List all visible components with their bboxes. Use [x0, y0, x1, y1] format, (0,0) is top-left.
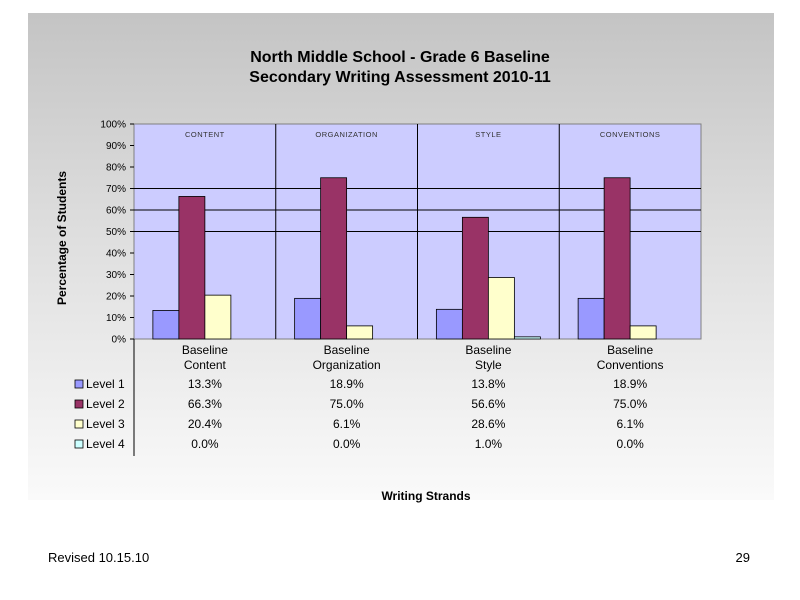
x-axis-label: Writing Strands: [381, 489, 470, 503]
category-label: Content: [184, 358, 227, 372]
bar: [178, 196, 206, 340]
bar: [346, 325, 374, 340]
bars: [152, 177, 657, 340]
strand-labels: CONTENT ORGANIZATION STYLE CONVENTIONS: [185, 130, 660, 139]
legend-label: Level 2: [86, 397, 125, 411]
legend-swatch: [74, 379, 84, 389]
bar: [487, 277, 515, 340]
legend-swatch: [74, 439, 84, 449]
y-tick-label: 30%: [106, 270, 126, 281]
data-value: 18.9%: [613, 377, 647, 391]
y-tick-label: 80%: [106, 163, 126, 174]
legend-swatch: [74, 419, 84, 429]
category-label: Baseline: [465, 343, 511, 357]
data-value: 0.0%: [616, 437, 644, 451]
strand-label: CONTENT: [185, 130, 225, 139]
data-value: 1.0%: [475, 437, 503, 451]
category-label: Conventions: [597, 358, 664, 372]
data-value: 13.8%: [471, 377, 505, 391]
strand-label: CONVENTIONS: [600, 130, 661, 139]
data-value: 66.3%: [188, 397, 222, 411]
chart-title-line-1: North Middle School - Grade 6 Baseline: [250, 49, 550, 66]
y-tick-label: 60%: [106, 206, 126, 217]
data-value: 6.1%: [333, 417, 361, 431]
legend-label: Level 3: [86, 417, 125, 431]
bar: [513, 336, 541, 340]
strand-label: STYLE: [475, 130, 501, 139]
legend-swatch: [74, 399, 84, 409]
category-label: Baseline: [182, 343, 228, 357]
category-label: Baseline: [607, 343, 653, 357]
y-axis-ticks: 0% 10% 20% 30% 40% 50% 60% 70% 80% 90% 100%: [100, 120, 134, 346]
y-tick-label: 10%: [106, 313, 126, 324]
category-label: Baseline: [324, 343, 370, 357]
strand-label: ORGANIZATION: [315, 130, 378, 139]
bar: [577, 297, 605, 340]
data-value: 75.0%: [613, 397, 647, 411]
y-tick-label: 70%: [106, 184, 126, 195]
bar: [435, 308, 463, 340]
bar: [603, 177, 631, 340]
data-value: 0.0%: [191, 437, 219, 451]
data-table: Level 1 13.3% 18.9% 13.8% 18.9% Level 2 66.3% 7…: [74, 339, 647, 456]
bar: [320, 177, 348, 340]
data-value: 20.4%: [188, 417, 222, 431]
chart-title-line-2: Secondary Writing Assessment 2010-11: [249, 69, 551, 86]
legend-label: Level 1: [86, 377, 125, 391]
y-tick-label: 20%: [106, 292, 126, 303]
y-tick-label: 0%: [112, 335, 127, 346]
data-value: 18.9%: [330, 377, 364, 391]
y-tick-label: 100%: [100, 120, 126, 131]
bar: [294, 297, 322, 340]
data-value: 75.0%: [330, 397, 364, 411]
category-label: Organization: [313, 358, 381, 372]
data-value: 6.1%: [616, 417, 644, 431]
bar: [152, 310, 180, 340]
y-tick-label: 40%: [106, 249, 126, 260]
page-number: 29: [735, 550, 750, 565]
data-value: 28.6%: [471, 417, 505, 431]
bar: [461, 216, 489, 340]
category-label: Style: [475, 358, 502, 372]
y-tick-label: 90%: [106, 141, 126, 152]
revised-date: Revised 10.15.10: [48, 550, 150, 565]
y-axis-label: Percentage of Students: [55, 171, 69, 305]
data-value: 13.3%: [188, 377, 222, 391]
category-labels: BaselineContentBaselineOrganizationBasel…: [182, 343, 664, 372]
bar: [204, 294, 232, 340]
data-value: 0.0%: [333, 437, 361, 451]
legend-label: Level 4: [86, 437, 125, 451]
data-value: 56.6%: [471, 397, 505, 411]
bar: [629, 325, 657, 340]
strand-dividers: [275, 124, 560, 339]
y-tick-label: 50%: [106, 227, 126, 238]
